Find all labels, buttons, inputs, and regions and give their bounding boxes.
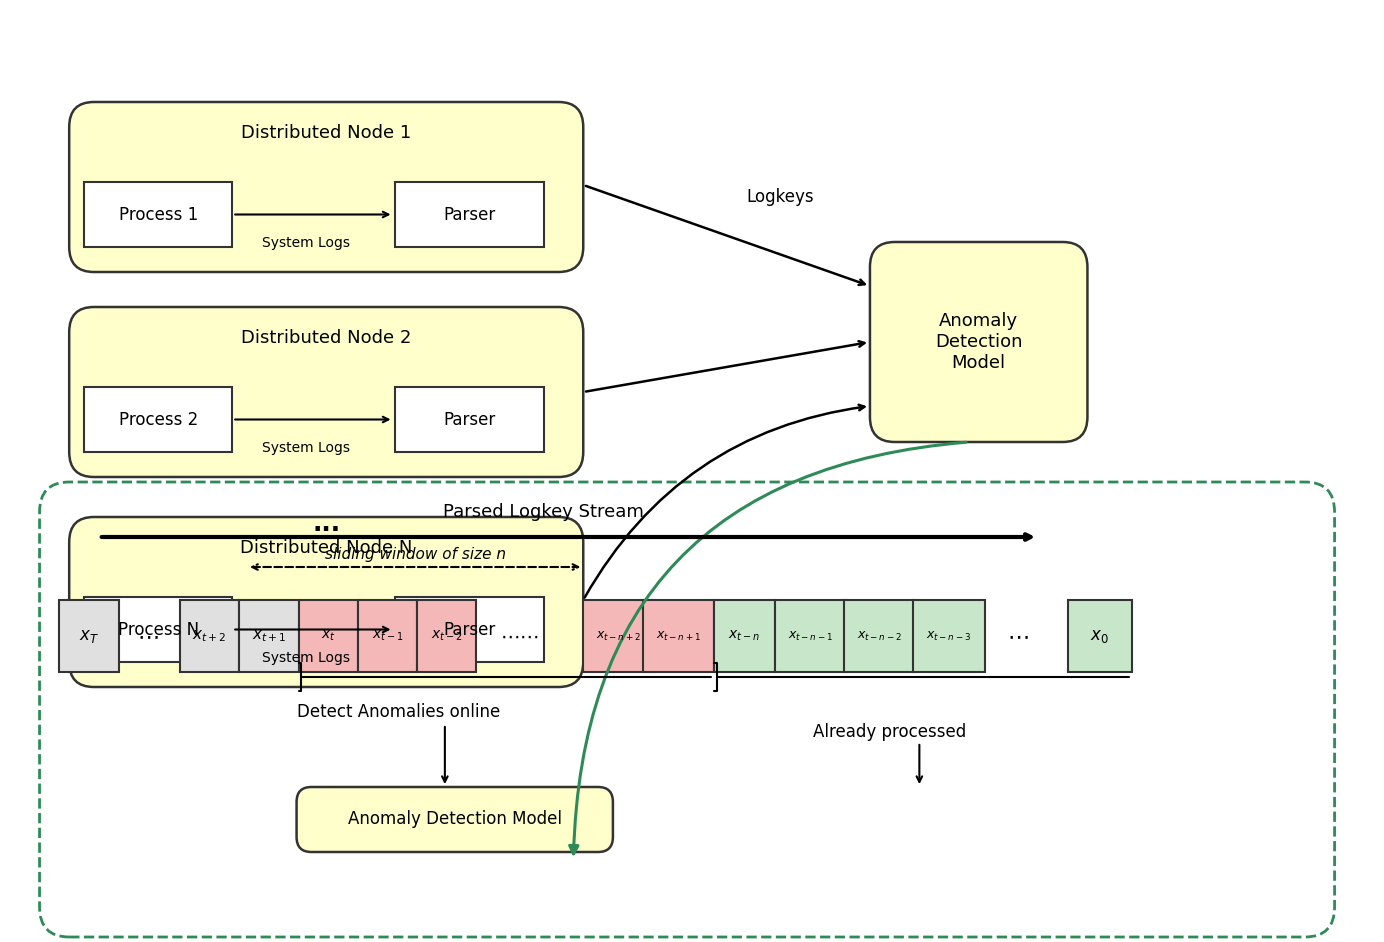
FancyBboxPatch shape (299, 600, 358, 672)
FancyBboxPatch shape (417, 600, 476, 672)
Text: $x_{t-n}$: $x_{t-n}$ (728, 629, 760, 643)
FancyBboxPatch shape (296, 787, 613, 852)
FancyBboxPatch shape (396, 387, 544, 452)
Text: Distributed Node 2: Distributed Node 2 (241, 329, 411, 347)
Text: ...: ... (313, 512, 340, 536)
Text: $\cdots$: $\cdots$ (1008, 626, 1030, 646)
Text: Already processed: Already processed (812, 723, 966, 741)
Text: Parser: Parser (443, 621, 495, 639)
Text: $\cdots$: $\cdots$ (137, 626, 159, 646)
Text: $x_T$: $x_T$ (79, 627, 100, 645)
FancyBboxPatch shape (60, 600, 119, 672)
Text: $x_{t-2}$: $x_{t-2}$ (430, 629, 462, 643)
FancyBboxPatch shape (69, 517, 583, 687)
FancyBboxPatch shape (180, 600, 239, 672)
Text: $x_{t+2}$: $x_{t+2}$ (192, 628, 227, 643)
FancyBboxPatch shape (844, 600, 915, 672)
FancyBboxPatch shape (1067, 600, 1132, 672)
Text: $x_{t-n-2}$: $x_{t-n-2}$ (858, 629, 902, 642)
FancyBboxPatch shape (69, 307, 583, 477)
Text: $x_{t-n+2}$: $x_{t-n+2}$ (597, 629, 641, 642)
Text: $x_{t-n-3}$: $x_{t-n-3}$ (926, 629, 972, 642)
Text: Process 2: Process 2 (119, 411, 198, 429)
Text: Parser: Parser (443, 206, 495, 224)
Text: Distributed Node 1: Distributed Node 1 (241, 124, 411, 142)
FancyBboxPatch shape (84, 182, 233, 247)
Text: $x_0$: $x_0$ (1091, 627, 1109, 645)
Text: $x_{t-n-1}$: $x_{t-n-1}$ (787, 629, 833, 642)
Text: Process N: Process N (118, 621, 199, 639)
FancyBboxPatch shape (396, 182, 544, 247)
Text: Detect Anomalies online: Detect Anomalies online (296, 703, 500, 721)
Text: $x_{t-n+1}$: $x_{t-n+1}$ (656, 629, 700, 642)
FancyBboxPatch shape (775, 600, 846, 672)
Text: Parsed Logkey Stream: Parsed Logkey Stream (443, 503, 644, 521)
Text: Process 1: Process 1 (119, 206, 198, 224)
FancyBboxPatch shape (239, 600, 299, 672)
Text: System Logs: System Logs (263, 441, 350, 455)
FancyBboxPatch shape (84, 597, 233, 662)
FancyBboxPatch shape (642, 600, 714, 672)
FancyBboxPatch shape (913, 600, 984, 672)
FancyBboxPatch shape (714, 600, 775, 672)
FancyBboxPatch shape (583, 600, 655, 672)
Text: $x_{t+1}$: $x_{t+1}$ (252, 628, 286, 643)
Text: Anomaly
Detection
Model: Anomaly Detection Model (936, 312, 1023, 372)
FancyArrowPatch shape (570, 442, 966, 853)
Text: Anomaly Detection Model: Anomaly Detection Model (347, 810, 562, 829)
Text: System Logs: System Logs (263, 651, 350, 665)
Text: Parser: Parser (443, 411, 495, 429)
Text: $\cdots\cdots$: $\cdots\cdots$ (500, 626, 538, 645)
FancyBboxPatch shape (396, 597, 544, 662)
FancyBboxPatch shape (69, 102, 583, 272)
Text: Logkeys: Logkeys (746, 188, 814, 206)
Text: Distributed Node N: Distributed Node N (239, 539, 412, 557)
FancyBboxPatch shape (84, 387, 233, 452)
FancyBboxPatch shape (358, 600, 417, 672)
Text: $x_{t-1}$: $x_{t-1}$ (372, 629, 403, 643)
Text: sliding window of size n: sliding window of size n (325, 547, 505, 562)
Text: $x_t$: $x_t$ (321, 629, 335, 643)
FancyBboxPatch shape (871, 242, 1088, 442)
Text: System Logs: System Logs (263, 236, 350, 250)
